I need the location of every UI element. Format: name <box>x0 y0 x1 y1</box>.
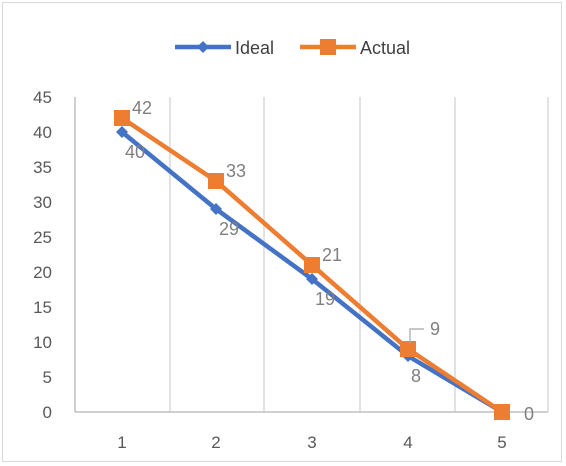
marker-actual <box>400 341 416 357</box>
x-tick-label: 3 <box>307 433 316 452</box>
data-label-actual: 42 <box>132 98 152 118</box>
y-tick-label: 40 <box>33 123 52 142</box>
y-tick-label: 25 <box>33 228 52 247</box>
marker-ideal <box>116 126 128 138</box>
data-labels: 40 29 19 8 42 33 21 9 0 <box>125 98 534 424</box>
x-tick-label: 2 <box>211 433 220 452</box>
y-tick-label: 35 <box>33 158 52 177</box>
data-label-ideal: 8 <box>411 366 421 386</box>
y-tick-label: 10 <box>33 333 52 352</box>
gridlines <box>169 97 549 412</box>
data-label-actual: 21 <box>322 245 342 265</box>
y-tick-label: 45 <box>33 88 52 107</box>
legend-label-actual: Actual <box>360 38 410 58</box>
data-label-actual: 33 <box>226 161 246 181</box>
leader-line <box>409 328 424 343</box>
data-label-ideal: 40 <box>125 142 145 162</box>
series-group <box>114 110 510 420</box>
y-tick-label: 0 <box>43 403 52 422</box>
legend-label-ideal: Ideal <box>235 38 274 58</box>
chart-frame <box>2 2 562 462</box>
y-tick-label: 15 <box>33 298 52 317</box>
marker-ideal <box>306 273 318 285</box>
y-tick-label: 20 <box>33 263 52 282</box>
legend-marker-actual <box>320 39 336 55</box>
legend: Ideal Actual <box>175 38 410 58</box>
marker-actual <box>494 404 510 420</box>
y-tick-label: 5 <box>43 368 52 387</box>
y-tick-label: 30 <box>33 193 52 212</box>
x-tick-label: 1 <box>117 433 126 452</box>
marker-actual <box>208 173 224 189</box>
marker-ideal <box>210 203 222 215</box>
data-label-ideal: 19 <box>315 289 335 309</box>
data-label-ideal: 29 <box>219 219 239 239</box>
marker-actual <box>114 110 130 126</box>
data-label-actual: 9 <box>430 319 440 339</box>
x-tick-label: 4 <box>403 433 412 452</box>
marker-actual <box>304 257 320 273</box>
data-label-actual: 0 <box>524 404 534 424</box>
x-tick-label: 5 <box>497 433 506 452</box>
legend-marker-ideal <box>197 41 209 53</box>
